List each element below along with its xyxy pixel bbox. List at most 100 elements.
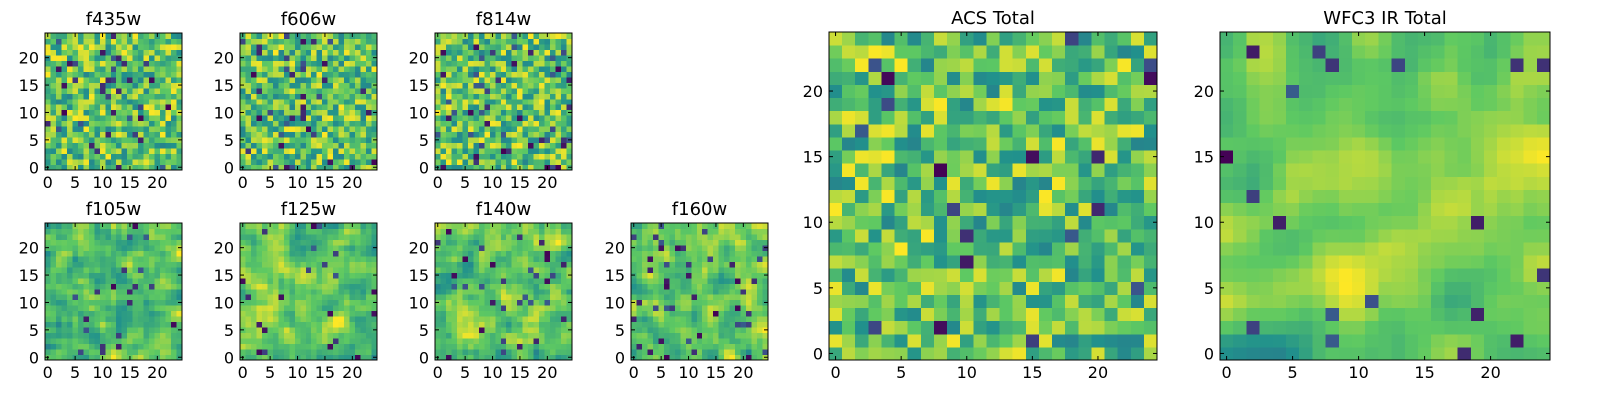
heatmap-cell [718,338,725,345]
heatmap-cell [740,332,747,339]
heatmap-cell [311,250,318,257]
heatmap-cell [316,137,323,144]
heatmap-cell [371,255,378,262]
heatmap-cell [305,93,312,100]
heatmap-cell [522,76,529,83]
heatmap-cell [506,255,513,262]
heatmap-cell [149,316,156,323]
heatmap-cell [294,120,301,127]
heatmap-cell [294,349,301,356]
heatmap-cell [305,115,312,122]
heatmap-cell [77,131,84,138]
heatmap-cell [50,104,57,111]
heatmap-cell [707,310,714,317]
heatmap-cell [50,49,57,56]
heatmap-cell [702,343,709,350]
heatmap-cell [267,288,274,295]
heatmap-cell [652,228,659,235]
heatmap-cell [522,299,529,306]
heatmap-cell [489,321,496,328]
heatmap-cell [240,288,246,295]
heatmap-cell [829,255,843,269]
heatmap-cell [484,137,491,144]
heatmap-cell [289,131,296,138]
heatmap-cell [467,49,474,56]
heatmap-cell [506,294,513,301]
x-tick-label: 20 [342,173,362,192]
heatmap-cell [894,346,909,361]
heatmap-cell [1078,255,1092,269]
heatmap-cell [652,327,659,334]
heatmap-cell [440,115,447,122]
heatmap-cell [72,65,79,72]
heatmap-cell [729,299,736,306]
heatmap-cell [322,104,329,111]
heatmap-cell [110,142,117,149]
heatmap-cell [947,281,961,295]
heatmap-cell [250,60,257,67]
heatmap-cell [544,343,551,350]
heatmap-cell [240,126,246,133]
heatmap-cell [511,261,518,268]
heatmap-cell [55,354,62,361]
heatmap-cell [751,239,758,246]
heatmap-cell [539,153,546,160]
heatmap-cell [435,98,441,105]
heatmap-cell [746,255,753,262]
heatmap-cell [138,65,145,72]
heatmap-cell [240,60,246,67]
heatmap-cell [566,310,573,317]
heatmap-cell [283,49,290,56]
heatmap-cell [462,93,469,100]
heatmap-cell [176,228,183,235]
heatmap-cell [88,261,95,268]
heatmap-cell [467,65,474,72]
heatmap-cell [691,228,698,235]
heatmap-cell [702,277,709,284]
heatmap-cell [160,283,167,290]
heatmap-cell [160,82,167,89]
heatmap-cell [506,137,513,144]
heatmap-cell [105,131,112,138]
heatmap-cell [278,250,285,257]
heatmap-cell [322,327,329,334]
heatmap-cell [121,338,128,345]
heatmap-cell [278,277,285,284]
heatmap-cell [960,215,974,230]
heatmap-cell [467,283,474,290]
heatmap-cell [696,272,703,279]
heatmap-cell [561,109,568,116]
heatmap-cell [1091,215,1106,230]
heatmap-cell [154,277,161,284]
heatmap-cell [539,104,546,111]
heatmap-cell [478,98,485,105]
heatmap-cell [311,332,318,339]
heatmap-cell [300,250,307,257]
heatmap-cell [467,354,474,361]
heatmap-cell [127,137,134,144]
heatmap-cell [489,272,496,279]
heatmap-cell [311,299,318,306]
heatmap-cell [316,65,323,72]
heatmap-cell [327,54,334,61]
heatmap-cell [735,277,742,284]
chart-title: f160w [672,199,727,220]
heatmap-cell [45,316,51,323]
heatmap-cell [176,159,183,166]
heatmap-cell [366,349,373,356]
heatmap-cell [473,49,480,56]
heatmap-cell [55,82,62,89]
heatmap-cell [500,65,507,72]
heatmap-cell [724,261,731,268]
heatmap-cell [533,87,540,94]
heatmap-cell [132,126,139,133]
heatmap-cell [55,38,62,45]
heatmap-cell [344,343,351,350]
heatmap-cell [555,49,562,56]
heatmap-cell [366,87,373,94]
heatmap-cell [691,272,698,279]
heatmap-cell [1104,320,1119,335]
heatmap-cell [533,33,540,39]
heatmap-cell [647,283,654,290]
heatmap-cell [735,250,742,257]
